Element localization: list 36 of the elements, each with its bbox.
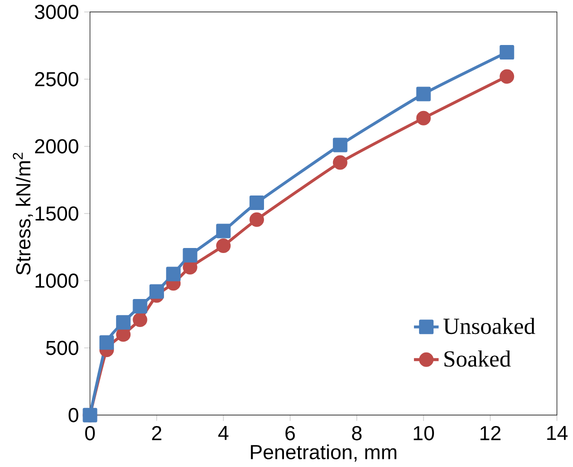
point	[216, 224, 231, 239]
point	[149, 284, 164, 299]
legend-label: Unsoaked	[443, 318, 536, 334]
y-tick-label: 2000	[35, 139, 78, 154]
point	[216, 238, 231, 254]
x-tick-label: 2	[152, 426, 162, 440]
point	[416, 86, 431, 102]
x-tick-label: 0	[85, 426, 95, 441]
y-tick-label: 3000	[34, 5, 78, 20]
y-axis-title: Stress, kN/m$^{2}$	[12, 153, 33, 276]
point	[116, 315, 131, 330]
legend-label: Soaked	[444, 350, 511, 368]
x-tick-label: 10	[414, 426, 434, 441]
x-tick-label: 8	[352, 426, 362, 441]
y-tick-label: 1000	[36, 274, 78, 288]
x-axis-title: Penetration, mm	[250, 444, 396, 462]
point	[132, 299, 148, 314]
point	[416, 111, 431, 126]
point	[332, 138, 348, 152]
point	[99, 336, 114, 350]
y-tick-label: 1500	[36, 206, 78, 221]
point	[182, 248, 198, 263]
x-tick-label: 4	[218, 426, 228, 440]
point	[500, 45, 514, 60]
point	[132, 312, 148, 328]
x-tick-label: 12	[480, 426, 500, 440]
y-tick-label: 500	[46, 340, 78, 356]
point	[166, 267, 181, 282]
point	[500, 69, 514, 84]
y-tick-label: 0	[68, 408, 78, 423]
point	[332, 155, 348, 170]
x-tick-label: 6	[286, 426, 295, 441]
x-tick-label: 14	[547, 426, 568, 440]
point	[250, 196, 264, 210]
point	[250, 212, 264, 228]
y-tick-label: 2500	[35, 72, 78, 87]
